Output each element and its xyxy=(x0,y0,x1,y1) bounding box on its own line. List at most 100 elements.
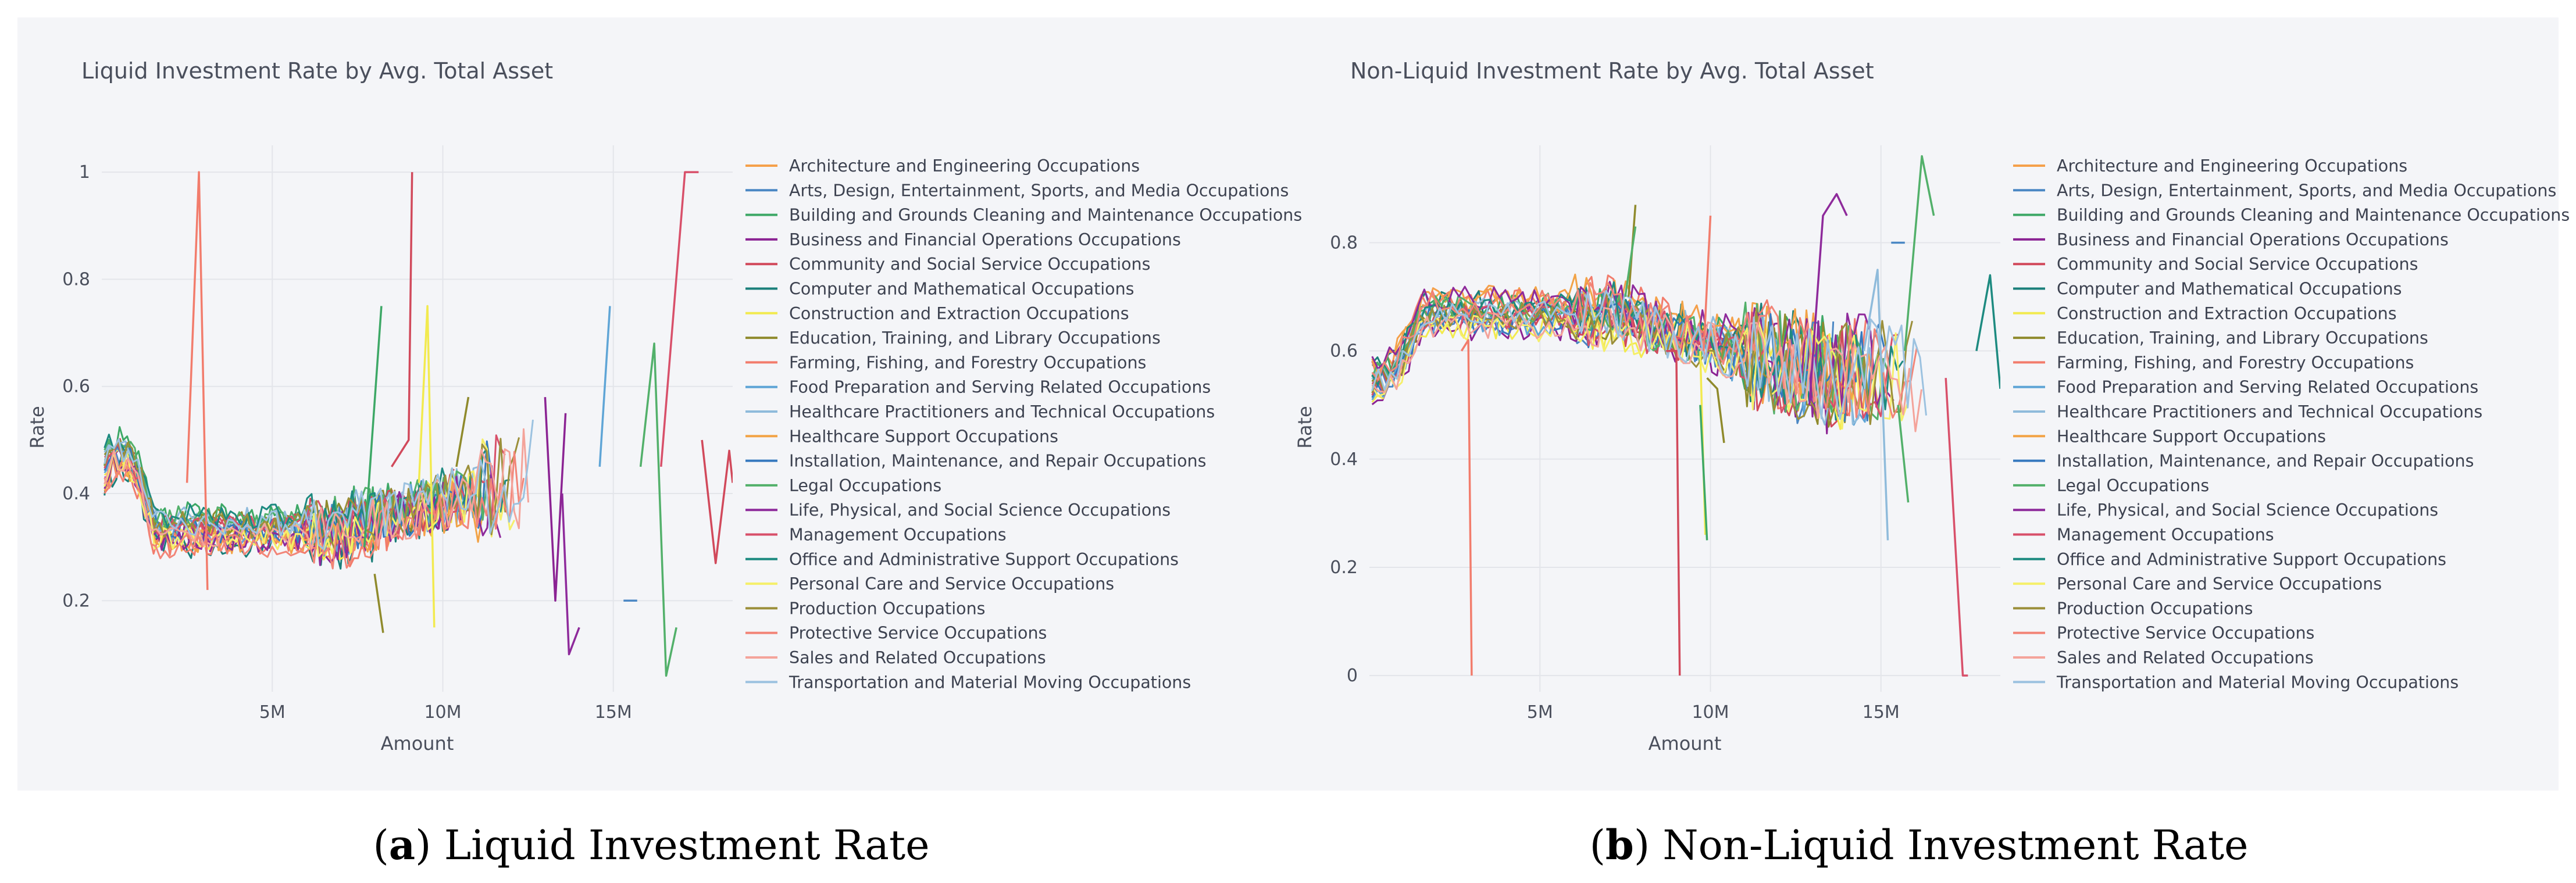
y-tick-label: 0.4 xyxy=(62,484,90,504)
legend-item: Business and Financial Operations Occupa… xyxy=(2013,230,2449,249)
legend-item: Sales and Related Occupations xyxy=(745,648,1046,667)
legend-label: Sales and Related Occupations xyxy=(789,648,1046,667)
legend-item: Sales and Related Occupations xyxy=(2013,648,2314,667)
x-tick-label: 10M xyxy=(1692,702,1729,723)
series-spike xyxy=(373,574,384,633)
y-axis-label: Rate xyxy=(1294,406,1316,448)
chart-nonliquid: 5M 10M 15M 0 0.2 0.4 0.6 0.8 Non-Liquid Investme… xyxy=(1294,58,2570,755)
series-spike xyxy=(1699,405,1708,541)
series-line-20 xyxy=(1371,281,1918,419)
legend-label: Arts, Design, Entertainment, Sports, and… xyxy=(789,181,1289,200)
legend-item: Personal Care and Service Occupations xyxy=(745,574,1114,594)
series-spike xyxy=(544,397,567,602)
series-spike xyxy=(561,493,580,656)
chart-title: Non-Liquid Investment Rate by Avg. Total… xyxy=(1350,58,1874,84)
series-spike xyxy=(1863,269,1889,541)
legend-label: Community and Social Service Occupations xyxy=(789,255,1150,274)
plot-area xyxy=(1369,145,2000,692)
series-line-18 xyxy=(1371,308,1908,430)
legend-item: Life, Physical, and Social Science Occup… xyxy=(2013,501,2438,520)
legend-label: Construction and Extraction Occupations xyxy=(789,304,1129,323)
y-tick-label: 0.4 xyxy=(1330,449,1358,470)
legend-item: Construction and Extraction Occupations xyxy=(2013,304,2397,323)
legend-item: Food Preparation and Serving Related Occ… xyxy=(2013,378,2478,397)
legend-label: Production Occupations xyxy=(789,599,986,618)
legend-item: Community and Social Service Occupations xyxy=(2013,255,2418,274)
series-line-17 xyxy=(1371,281,1904,416)
caption-b: (b) Non-Liquid Investment Rate xyxy=(1589,821,2249,869)
legend-item: Installation, Maintenance, and Repair Oc… xyxy=(745,452,1206,471)
legend-item: Production Occupations xyxy=(2013,599,2253,618)
legend-item: Transportation and Material Moving Occup… xyxy=(745,673,1191,692)
legend-label: Computer and Mathematical Occupations xyxy=(2057,280,2402,299)
chart-liquid: 5M 10M 15M 0.2 0.4 0.6 0.8 1 Liquid Investment R… xyxy=(26,58,1302,755)
legend-label: Business and Financial Operations Occupa… xyxy=(2057,230,2449,249)
series-spike xyxy=(418,305,436,628)
legend-label: Architecture and Engineering Occupations xyxy=(2057,156,2407,176)
legend-label: Sales and Related Occupations xyxy=(2057,648,2314,667)
legend-label: Installation, Maintenance, and Repair Oc… xyxy=(2057,452,2474,471)
legend-label: Farming, Fishing, and Forestry Occupatio… xyxy=(789,353,1146,372)
legend-item: Management Occupations xyxy=(2013,525,2274,545)
series-line-22 xyxy=(104,419,534,550)
legend-item: Protective Service Occupations xyxy=(2013,624,2314,643)
legend-label: Construction and Extraction Occupations xyxy=(2057,304,2397,323)
series-spike xyxy=(1703,215,1712,351)
x-tick-label: 5M xyxy=(1527,702,1553,723)
series-lines xyxy=(104,171,733,677)
series-spike xyxy=(363,306,383,548)
legend-item: Building and Grounds Cleaning and Mainte… xyxy=(745,206,1302,225)
legend-label: Food Preparation and Serving Related Occ… xyxy=(2057,378,2478,397)
series-spike xyxy=(1460,339,1473,676)
legend-item: Construction and Extraction Occupations xyxy=(745,304,1129,323)
legend-item: Office and Administrative Support Occupa… xyxy=(745,550,1179,569)
legend-item: Management Occupations xyxy=(745,525,1007,545)
legend-item: Arts, Design, Entertainment, Sports, and… xyxy=(2013,181,2556,200)
x-tick-label: 5M xyxy=(259,702,286,723)
series-line-22 xyxy=(1371,289,1927,420)
series-spike xyxy=(1808,193,1848,405)
legend-label: Transportation and Material Moving Occup… xyxy=(2056,673,2459,692)
series-line-15 xyxy=(1371,281,1894,418)
series-spike xyxy=(660,171,699,467)
series-spike xyxy=(455,396,470,467)
series-spike xyxy=(1624,226,1637,297)
legend-item: Farming, Fishing, and Forestry Occupatio… xyxy=(745,353,1146,372)
legend-label: Healthcare Practitioners and Technical O… xyxy=(789,402,1215,421)
legend-label: Healthcare Support Occupations xyxy=(789,427,1058,446)
legend-label: Food Preparation and Serving Related Occ… xyxy=(789,378,1211,397)
caption-a-text: Liquid Investment Rate xyxy=(444,821,930,869)
legend-item: Arts, Design, Entertainment, Sports, and… xyxy=(745,181,1289,200)
series-spike xyxy=(1706,377,1725,444)
caption-a-letter: a xyxy=(388,821,416,869)
legend-item: Office and Administrative Support Occupa… xyxy=(2013,550,2446,569)
legend-label: Installation, Maintenance, and Repair Oc… xyxy=(789,452,1206,471)
legend-label: Computer and Mathematical Occupations xyxy=(789,280,1134,299)
legend-item: Community and Social Service Occupations xyxy=(745,255,1150,274)
y-tick-label: 0.8 xyxy=(62,269,90,289)
series-line-20 xyxy=(104,451,525,570)
series-spike xyxy=(1945,378,1968,677)
legend-item: Computer and Mathematical Occupations xyxy=(2013,280,2402,299)
y-tick-label: 0 xyxy=(1347,666,1358,686)
x-tick-label: 10M xyxy=(424,702,461,723)
legend-label: Management Occupations xyxy=(2057,525,2274,545)
legend: Architecture and Engineering Occupations… xyxy=(745,156,1302,692)
legend-item: Legal Occupations xyxy=(745,476,941,495)
legend-item: Education, Training, and Library Occupat… xyxy=(745,328,1161,348)
caption-b-text: Non-Liquid Investment Rate xyxy=(1662,821,2249,869)
series-spike xyxy=(1666,349,1681,676)
x-tick-label: 15M xyxy=(1863,702,1900,723)
legend-label: Community and Social Service Occupations xyxy=(2057,255,2418,274)
legend-item: Architecture and Engineering Occupations xyxy=(745,156,1140,176)
legend-label: Personal Care and Service Occupations xyxy=(2057,574,2382,594)
y-tick-label: 0.8 xyxy=(1330,233,1358,253)
legend-label: Production Occupations xyxy=(2057,599,2253,618)
legend-item: Healthcare Practitioners and Technical O… xyxy=(2013,402,2482,421)
legend-item: Business and Financial Operations Occupa… xyxy=(745,230,1181,249)
series-spike xyxy=(1975,274,2000,389)
legend-label: Protective Service Occupations xyxy=(2057,624,2314,643)
x-tick-label: 15M xyxy=(595,702,632,723)
series-spike xyxy=(598,306,611,467)
